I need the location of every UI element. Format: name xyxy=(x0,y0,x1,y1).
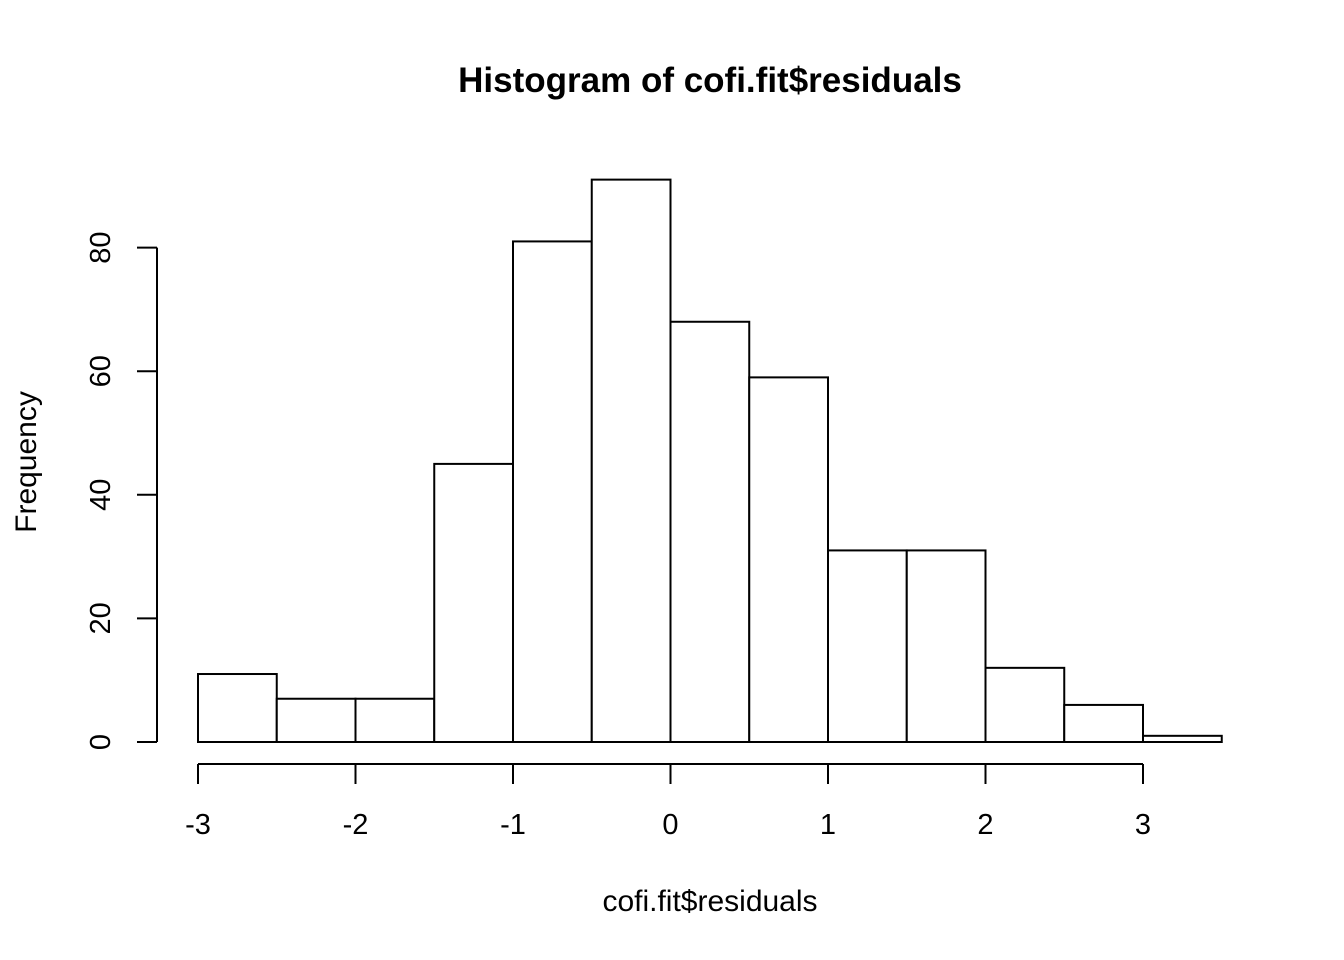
y-tick-label: 0 xyxy=(85,734,117,750)
x-tick-label: -3 xyxy=(185,809,211,841)
y-axis: 0 20 40 60 80 xyxy=(85,231,158,750)
x-axis-label: cofi.fit$residuals xyxy=(602,885,817,918)
chart-title: Histogram of cofi.fit$residuals xyxy=(458,61,962,100)
histogram-bar-11 xyxy=(1063,703,1144,743)
x-tick-label: 1 xyxy=(820,809,836,841)
histogram-bar-0 xyxy=(197,673,278,744)
histogram-bar-3 xyxy=(433,462,514,743)
histogram-bar-12 xyxy=(1142,734,1223,744)
y-tick-label: 40 xyxy=(85,479,117,511)
y-tick-label: 20 xyxy=(85,602,117,634)
x-tick-label: 3 xyxy=(1135,809,1151,841)
y-tick-label: 60 xyxy=(85,355,117,387)
x-tick-label: -1 xyxy=(500,809,526,841)
histogram-bar-9 xyxy=(905,549,987,743)
histogram-bar-4 xyxy=(512,240,593,743)
histogram-bar-2 xyxy=(354,697,436,743)
bars-group xyxy=(197,178,1223,744)
histogram-bar-8 xyxy=(827,549,908,743)
x-tick-label: 0 xyxy=(662,809,678,841)
histogram-bar-5 xyxy=(590,178,672,743)
y-tick-label: 80 xyxy=(85,231,117,263)
histogram-bar-1 xyxy=(275,697,357,743)
x-tick-label: -2 xyxy=(343,809,369,841)
histogram-bar-6 xyxy=(669,320,751,743)
x-axis: -3 -2 -1 0 1 2 3 xyxy=(185,763,1151,841)
x-tick-label: 2 xyxy=(977,809,993,841)
y-axis-label: Frequency xyxy=(10,391,43,533)
histogram-bar-7 xyxy=(748,376,829,743)
histogram-bar-10 xyxy=(984,666,1066,744)
